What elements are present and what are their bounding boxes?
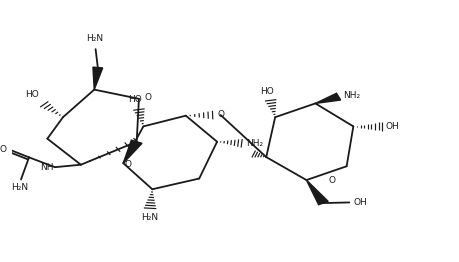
Text: O: O bbox=[217, 110, 224, 119]
Polygon shape bbox=[315, 93, 341, 103]
Text: H₂N: H₂N bbox=[141, 213, 159, 222]
Text: OH: OH bbox=[354, 198, 368, 207]
Polygon shape bbox=[123, 140, 142, 163]
Text: HO: HO bbox=[129, 95, 142, 104]
Text: O: O bbox=[329, 176, 336, 185]
Text: OH: OH bbox=[386, 122, 400, 131]
Polygon shape bbox=[307, 180, 328, 205]
Text: NH₂: NH₂ bbox=[343, 91, 360, 100]
Text: O: O bbox=[124, 160, 131, 169]
Text: O: O bbox=[145, 93, 152, 102]
Polygon shape bbox=[93, 67, 103, 90]
Text: H₂N: H₂N bbox=[86, 34, 103, 43]
Text: HO: HO bbox=[25, 90, 39, 99]
Text: NH: NH bbox=[39, 163, 53, 172]
Text: O: O bbox=[0, 145, 7, 154]
Text: H₂N: H₂N bbox=[11, 183, 28, 192]
Text: NH₂: NH₂ bbox=[246, 139, 263, 148]
Text: HO: HO bbox=[260, 87, 274, 96]
